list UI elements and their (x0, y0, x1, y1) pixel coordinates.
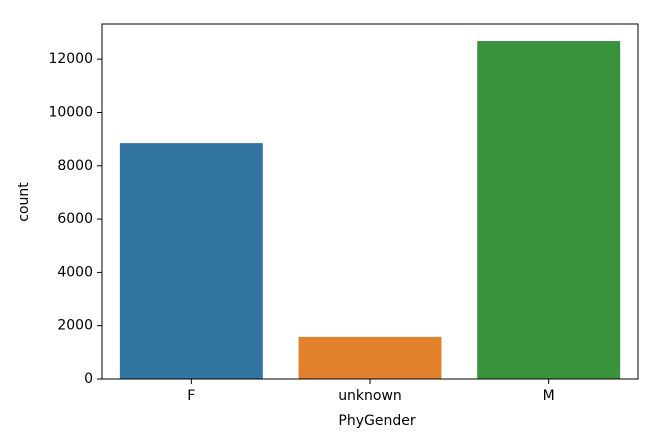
bar (298, 336, 442, 379)
x-axis-label: PhyGender (338, 413, 415, 429)
x-tick-label: F (187, 388, 195, 404)
plot-frame (101, 23, 639, 380)
y-tick-label: 2000 (57, 318, 93, 334)
bar (477, 41, 621, 379)
y-tick-label: 6000 (57, 211, 93, 227)
y-axis-label: count (16, 182, 32, 222)
y-tick-label: 12000 (48, 51, 93, 67)
y-tick-label: 8000 (57, 158, 93, 174)
x-tick-label: M (543, 388, 555, 404)
y-tick-label: 4000 (57, 264, 93, 280)
y-tick-label: 10000 (48, 104, 93, 120)
y-tick-label: 0 (84, 371, 93, 387)
bar (119, 143, 263, 379)
x-tick-label: unknown (338, 388, 402, 404)
